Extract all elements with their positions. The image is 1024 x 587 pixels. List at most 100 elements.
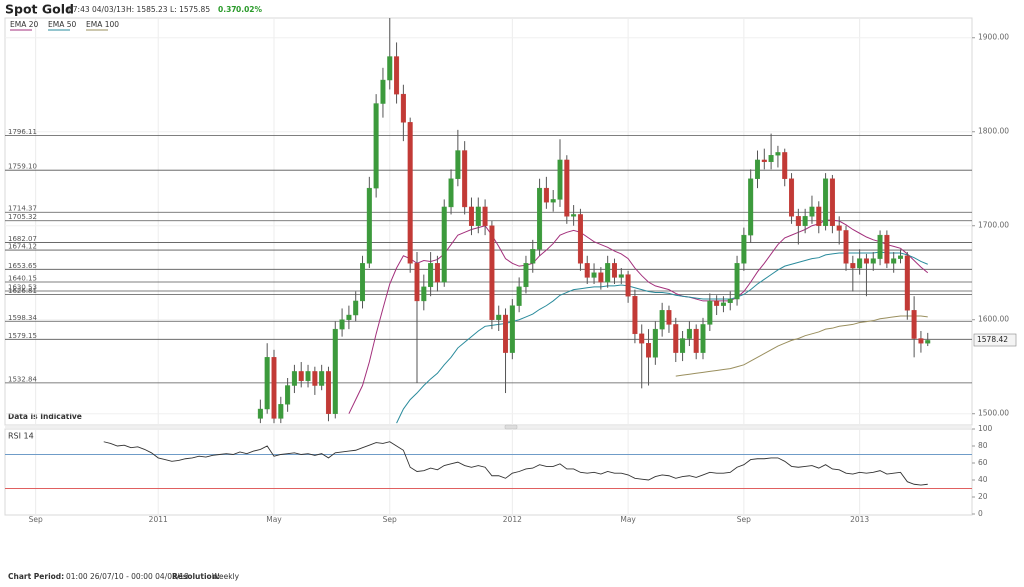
candle-body <box>530 249 536 264</box>
y-tick-label: 1600.00 <box>978 315 1009 324</box>
candle-body <box>496 314 502 320</box>
footer-resolution: Weekly <box>212 572 240 581</box>
candle-body <box>325 371 331 414</box>
candle-body <box>380 79 386 104</box>
level-label: 1682.07 <box>8 235 37 243</box>
candle-body <box>305 371 311 382</box>
candle-body <box>850 263 856 269</box>
x-tick-label: May <box>266 515 282 524</box>
candle-body <box>482 206 488 226</box>
quote-change: 0.37 <box>218 5 237 14</box>
candle-body <box>332 328 338 414</box>
candle-body <box>557 159 563 200</box>
quote-change-pct: 0.02% <box>236 5 263 14</box>
rsi-line <box>103 441 928 486</box>
candle-body <box>475 206 481 226</box>
level-label: 1640.15 <box>8 274 37 282</box>
y-tick-label: 20 <box>978 492 988 501</box>
candle-body <box>462 150 468 208</box>
candle-body <box>394 56 400 95</box>
candle-body <box>550 199 556 203</box>
candle-body <box>897 255 903 259</box>
candle-body <box>877 234 883 259</box>
candle-body <box>754 159 760 179</box>
candle-body <box>414 263 420 302</box>
footer-resolution-label: Resolution: <box>172 572 220 581</box>
candle-body <box>666 310 672 325</box>
candle-body <box>591 272 597 278</box>
candle-body <box>707 300 713 325</box>
candle-body <box>700 324 706 353</box>
candle-body <box>543 187 549 203</box>
candle-body <box>673 324 679 353</box>
candle-body <box>748 178 754 236</box>
candle-body <box>278 404 284 419</box>
resize-handle[interactable] <box>504 424 518 430</box>
candle-body <box>720 302 726 306</box>
candle-body <box>455 150 461 179</box>
candle-body <box>291 371 297 386</box>
candle-body <box>516 286 522 306</box>
candle-body <box>319 371 325 386</box>
candle-body <box>285 385 291 405</box>
candle-body <box>734 263 740 300</box>
x-tick-label: Sep <box>737 515 751 524</box>
candle-body <box>346 314 352 320</box>
level-label: 1532.84 <box>8 375 37 383</box>
candle-body <box>387 56 393 81</box>
y-tick-label: 60 <box>978 458 988 467</box>
candle-body <box>659 310 665 330</box>
candle-body <box>598 272 604 283</box>
candle-body <box>693 328 699 353</box>
candle-body <box>680 338 686 353</box>
candle-body <box>823 178 829 226</box>
candle-body <box>904 255 910 311</box>
x-tick-label: 2012 <box>503 515 522 524</box>
y-tick-label: 80 <box>978 441 988 450</box>
level-label: 1796.11 <box>8 128 37 136</box>
legend-entry: EMA 100 <box>86 20 119 29</box>
candle-body <box>605 263 611 283</box>
candle-body <box>360 263 366 302</box>
candle-body <box>802 216 808 226</box>
candle-body <box>925 340 931 344</box>
last-price-label: 1578.42 <box>977 335 1008 344</box>
candle-body <box>468 206 474 226</box>
candle-body <box>264 357 270 410</box>
candle-body <box>421 286 427 302</box>
candle-body <box>891 258 897 264</box>
level-label: 1598.34 <box>8 314 37 322</box>
candle-body <box>761 159 767 163</box>
candle-body <box>782 152 788 179</box>
level-label: 1714.37 <box>8 205 37 213</box>
candle-body <box>312 371 318 386</box>
candle-body <box>775 152 781 156</box>
candle-body <box>611 263 617 278</box>
candle-body <box>618 274 624 278</box>
candle-body <box>639 333 645 344</box>
y-tick-label: 1900.00 <box>978 33 1009 42</box>
y-tick-label: 1800.00 <box>978 127 1009 136</box>
candle-body <box>523 263 529 288</box>
x-tick-label: 2011 <box>149 515 168 524</box>
candle-body <box>741 234 747 264</box>
level-label: 1626.81 <box>8 287 37 295</box>
candle-body <box>271 357 277 419</box>
candle-body <box>863 258 869 264</box>
x-tick-label: Sep <box>383 515 397 524</box>
ema-line <box>396 251 928 424</box>
candle-body <box>509 305 515 353</box>
candle-body <box>652 328 658 358</box>
candle-body <box>366 187 372 264</box>
level-label: 1759.10 <box>8 163 37 171</box>
quote-time: 07:43 04/03/13 <box>68 5 126 14</box>
candle-body <box>571 214 577 217</box>
last-price-box <box>973 333 1017 347</box>
chart-title: Spot Gold <box>5 2 74 17</box>
x-tick-label: Sep <box>29 515 43 524</box>
candle-body <box>537 187 543 250</box>
candle-body <box>789 178 795 217</box>
price-panel-frame <box>4 17 973 426</box>
level-label: 1630.53 <box>8 284 37 292</box>
